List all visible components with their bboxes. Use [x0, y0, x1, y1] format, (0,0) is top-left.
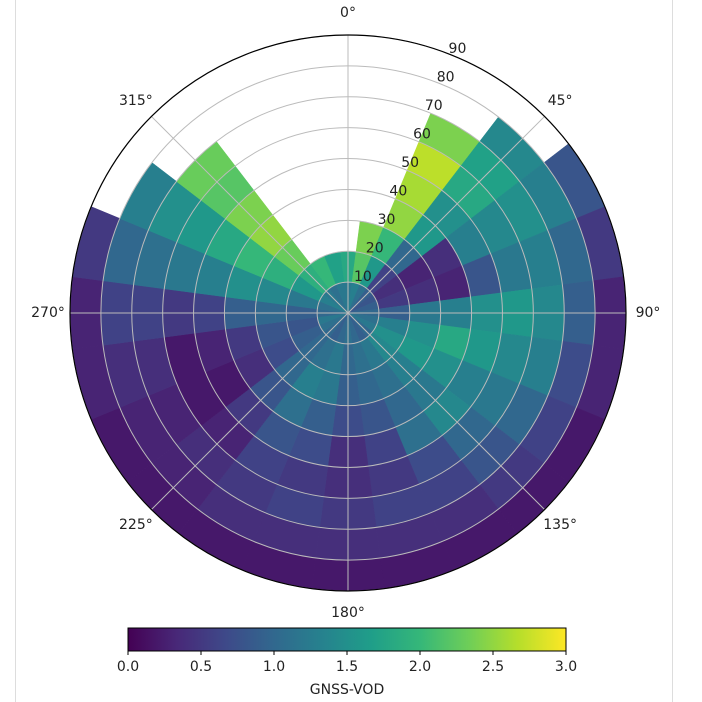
- r-tick-label: 60: [413, 126, 431, 142]
- theta-tick-label: 90°: [636, 305, 661, 321]
- r-tick-label: 40: [389, 183, 407, 199]
- theta-tick-label: 315°: [119, 93, 153, 109]
- theta-grid-line: [151, 116, 349, 314]
- theta-grid-line: [151, 312, 349, 510]
- r-tick-label: 50: [401, 155, 419, 171]
- theta-tick-label: 180°: [331, 605, 365, 621]
- theta-tick-label: 225°: [119, 517, 153, 533]
- theta-tick-label: 270°: [31, 305, 65, 321]
- theta-tick-label: 135°: [543, 517, 577, 533]
- colorbar-tick-label: 0.5: [190, 659, 212, 675]
- r-tick-label: 30: [378, 212, 396, 228]
- colorbar-tick-label: 1.5: [336, 659, 358, 675]
- theta-grid-line: [347, 116, 545, 314]
- r-tick-label: 20: [366, 241, 384, 257]
- colorbar-label: GNSS-VOD: [310, 682, 384, 698]
- colorbar-tick-label: 2.0: [409, 659, 431, 675]
- labels: 10 20 30 40 50 60 70 80 90 0° 45° 90° 135° 180° 225° 27…: [31, 5, 660, 621]
- grid: [69, 34, 627, 592]
- polar-frame: [69, 34, 627, 592]
- colorbar-tick-label: 2.5: [482, 659, 504, 675]
- theta-grid-line: [347, 312, 545, 510]
- colorbar: [127, 627, 567, 652]
- r-tick-label: 90: [449, 41, 467, 57]
- colorbar-tick-label: 1.0: [263, 659, 285, 675]
- colorbar-tick-label: 0.0: [117, 659, 139, 675]
- r-tick-label: 70: [425, 98, 443, 114]
- colorbar-tick-label: 3.0: [555, 659, 577, 675]
- theta-tick-label: 0°: [340, 5, 356, 21]
- r-tick-label: 10: [354, 269, 372, 285]
- r-tick-label: 80: [437, 69, 455, 85]
- theta-tick-label: 45°: [548, 93, 573, 109]
